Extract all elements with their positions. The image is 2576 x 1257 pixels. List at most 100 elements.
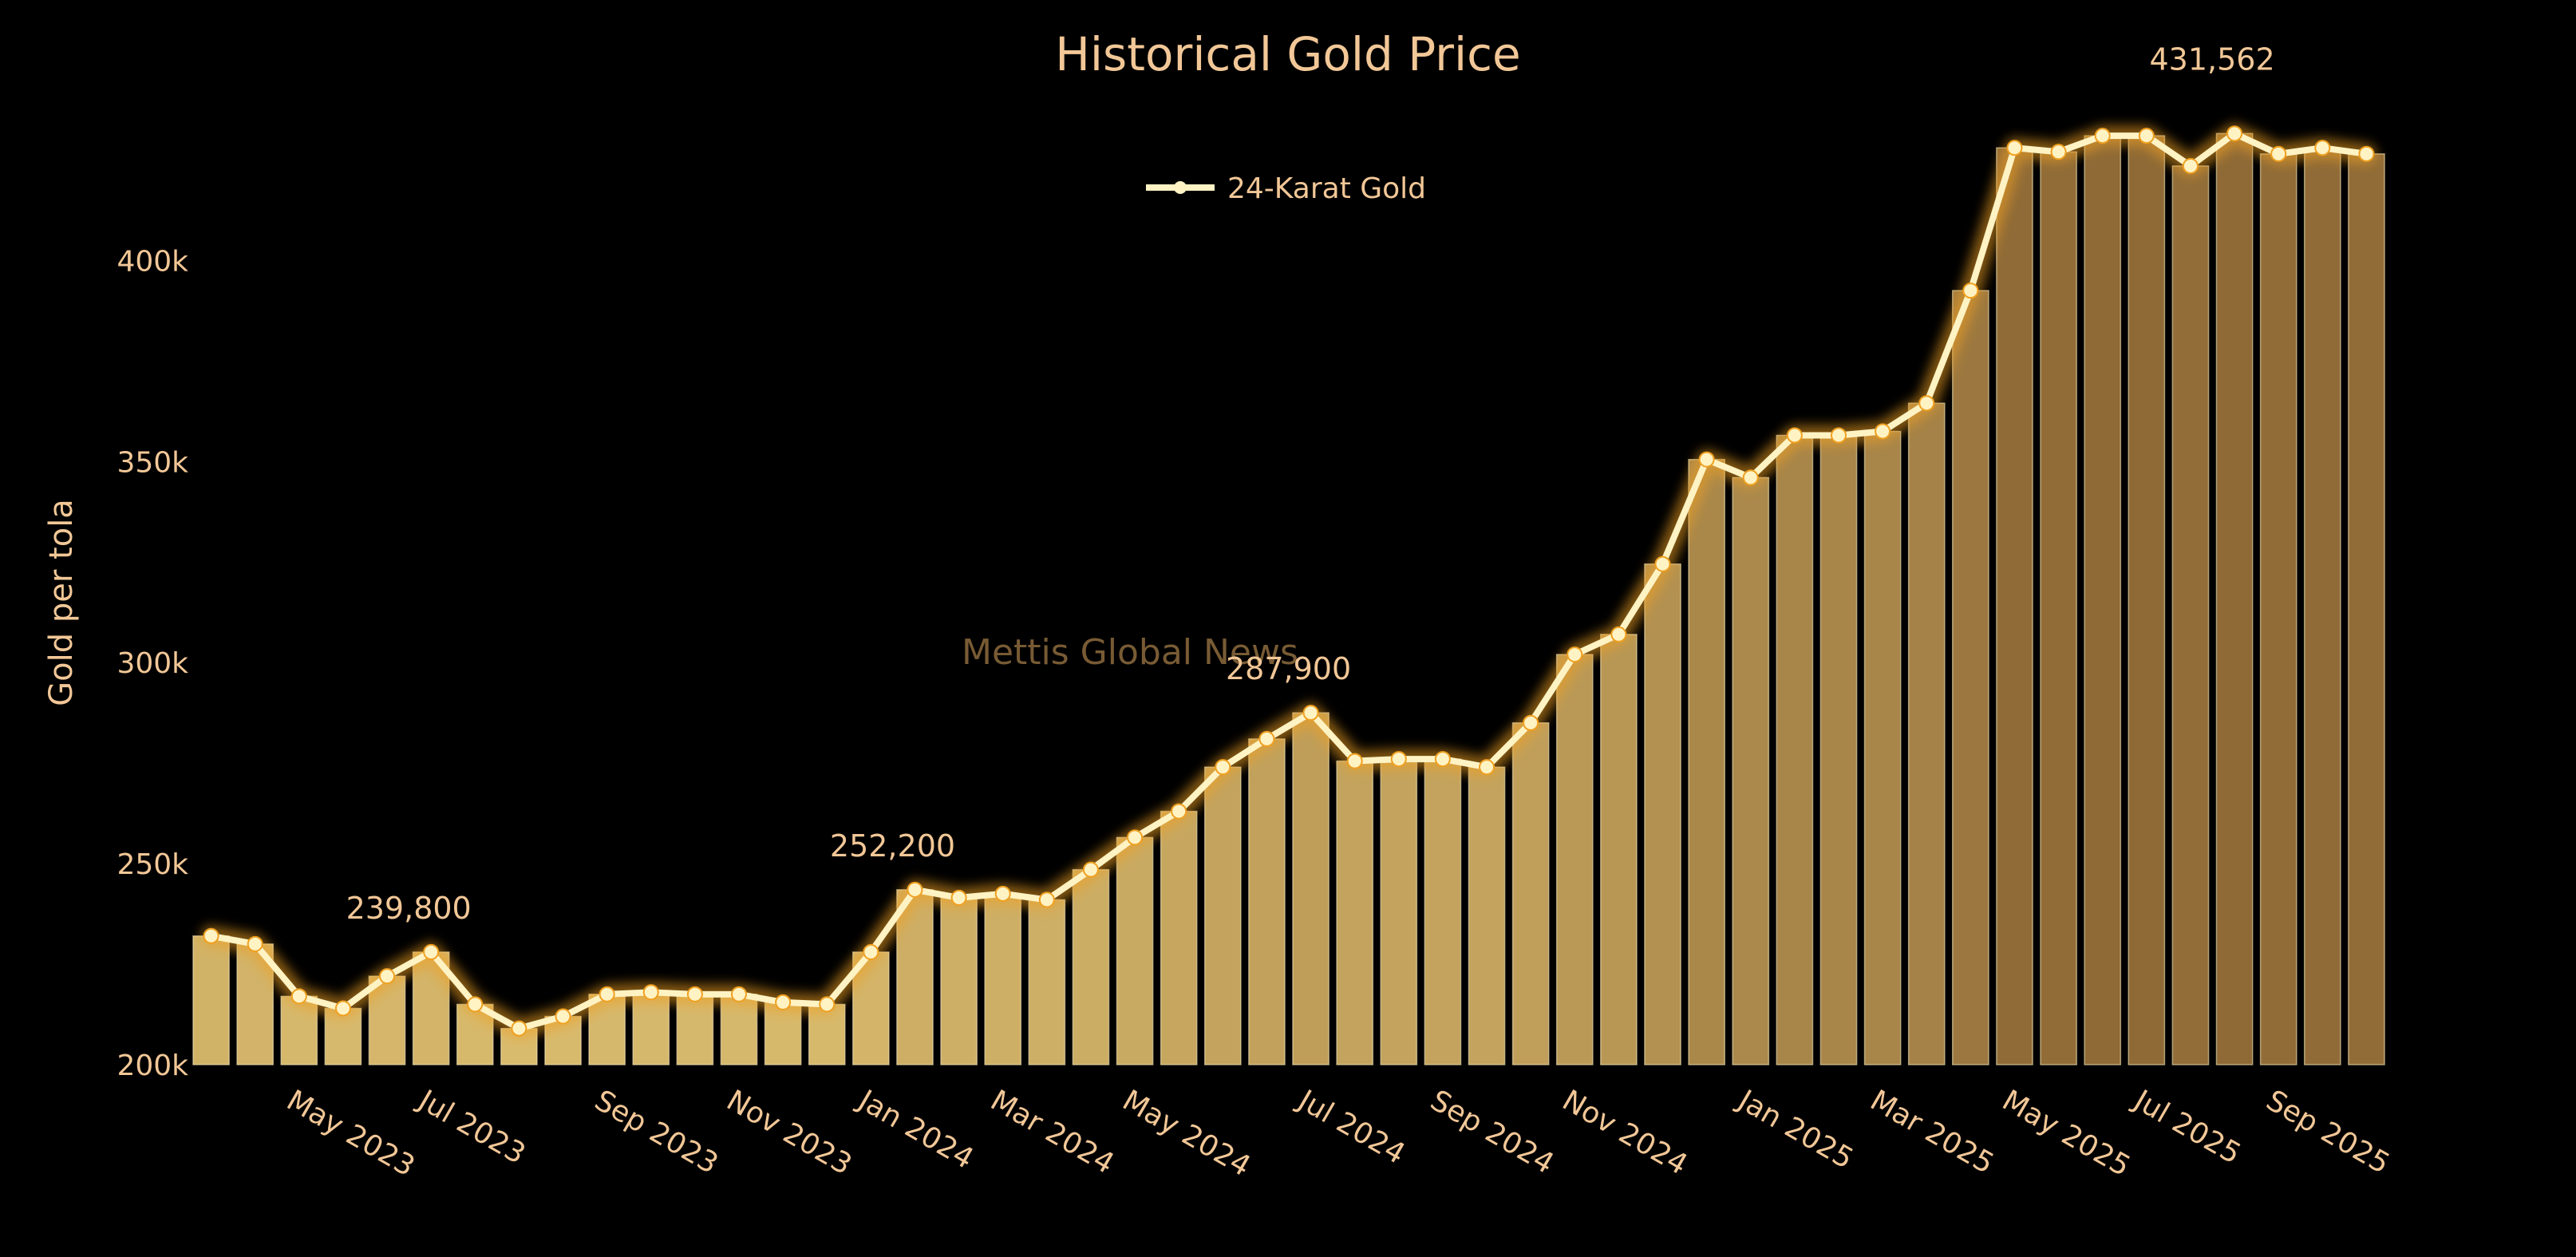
bar-30[interactable] — [1511, 721, 1550, 1065]
bar-29[interactable] — [1468, 766, 1506, 1065]
x-tick-label: Jul 2023 — [412, 1083, 531, 1171]
bar-38[interactable] — [1863, 430, 1902, 1065]
data-point-10[interactable] — [642, 984, 659, 1001]
data-point-42[interactable] — [2050, 144, 2067, 160]
bar-40[interactable] — [1952, 290, 1989, 1065]
bar-18[interactable] — [984, 893, 1022, 1065]
bar-39[interactable] — [1907, 402, 1946, 1065]
bar-36[interactable] — [1776, 434, 1814, 1065]
data-point-1[interactable] — [247, 935, 263, 952]
data-point-0[interactable] — [203, 927, 219, 944]
bar-31[interactable] — [1555, 654, 1594, 1065]
data-point-35[interactable] — [1742, 469, 1759, 486]
data-point-47[interactable] — [2270, 145, 2287, 162]
data-point-24[interactable] — [1258, 730, 1275, 747]
bar-27[interactable] — [1380, 758, 1418, 1065]
bar-4[interactable] — [368, 975, 406, 1065]
data-point-20[interactable] — [1082, 861, 1099, 878]
y-tick-label: 350k — [117, 446, 188, 479]
data-point-36[interactable] — [1786, 427, 1803, 444]
data-point-37[interactable] — [1831, 427, 1847, 444]
data-point-19[interactable] — [1038, 891, 1055, 908]
data-point-17[interactable] — [950, 889, 967, 906]
data-point-33[interactable] — [1654, 555, 1671, 572]
x-tick-label: May 2023 — [281, 1084, 420, 1183]
x-tick-label: May 2024 — [1117, 1084, 1256, 1183]
data-point-44[interactable] — [2138, 128, 2155, 144]
data-point-41[interactable] — [2006, 140, 2023, 156]
data-point-45[interactable] — [2182, 157, 2199, 174]
data-point-26[interactable] — [1346, 753, 1363, 769]
bar-49[interactable] — [2348, 153, 2385, 1065]
data-point-32[interactable] — [1610, 626, 1627, 642]
data-point-8[interactable] — [555, 1008, 571, 1025]
data-point-14[interactable] — [819, 996, 836, 1013]
data-point-28[interactable] — [1434, 751, 1451, 768]
data-point-25[interactable] — [1302, 705, 1319, 721]
data-point-39[interactable] — [1918, 395, 1935, 412]
data-point-30[interactable] — [1523, 714, 1539, 731]
data-point-40[interactable] — [1962, 283, 1979, 299]
data-point-29[interactable] — [1479, 759, 1495, 776]
data-point-9[interactable] — [599, 986, 615, 1002]
data-point-21[interactable] — [1127, 829, 1144, 846]
bar-35[interactable] — [1732, 476, 1770, 1065]
data-point-16[interactable] — [907, 881, 923, 898]
bar-32[interactable] — [1600, 634, 1638, 1065]
bar-0[interactable] — [192, 935, 230, 1065]
bar-44[interactable] — [2128, 135, 2166, 1065]
bar-41[interactable] — [1996, 147, 2033, 1065]
data-point-6[interactable] — [467, 996, 484, 1013]
data-point-38[interactable] — [1875, 423, 1891, 440]
y-axis-label: Gold per tola — [43, 499, 80, 706]
bar-17[interactable] — [940, 897, 978, 1065]
data-point-43[interactable] — [2094, 128, 2111, 144]
bar-23[interactable] — [1203, 766, 1242, 1065]
bar-26[interactable] — [1336, 760, 1374, 1065]
bar-42[interactable] — [2040, 151, 2077, 1065]
bar-45[interactable] — [2171, 165, 2210, 1065]
x-tick-label: Nov 2023 — [721, 1084, 858, 1181]
bar-37[interactable] — [1819, 434, 1858, 1065]
bar-21[interactable] — [1116, 836, 1154, 1065]
y-tick-label: 250k — [117, 848, 188, 881]
bar-48[interactable] — [2303, 147, 2341, 1065]
bar-2[interactable] — [280, 995, 318, 1065]
data-point-13[interactable] — [775, 994, 792, 1010]
data-point-27[interactable] — [1390, 751, 1407, 768]
data-point-5[interactable] — [423, 943, 440, 960]
data-point-23[interactable] — [1215, 759, 1231, 776]
data-point-11[interactable] — [686, 986, 703, 1002]
bar-46[interactable] — [2215, 132, 2254, 1065]
bar-34[interactable] — [1688, 458, 1725, 1065]
data-point-18[interactable] — [994, 885, 1011, 902]
bar-20[interactable] — [1072, 868, 1110, 1065]
bar-22[interactable] — [1160, 810, 1198, 1065]
data-point-48[interactable] — [2314, 140, 2331, 156]
bar-24[interactable] — [1248, 738, 1286, 1065]
bar-28[interactable] — [1424, 758, 1462, 1065]
data-point-7[interactable] — [511, 1020, 527, 1037]
bar-33[interactable] — [1644, 563, 1681, 1065]
data-point-4[interactable] — [379, 968, 396, 985]
data-point-15[interactable] — [863, 943, 879, 960]
x-tick-label: Jan 2024 — [851, 1083, 979, 1176]
data-point-49[interactable] — [2358, 145, 2375, 162]
x-tick-label: Mar 2024 — [985, 1084, 1120, 1180]
data-point-34[interactable] — [1698, 451, 1715, 468]
data-point-31[interactable] — [1567, 646, 1583, 663]
chart-legend[interactable]: 24-Karat Gold — [1146, 172, 1426, 205]
annotation-label: 239,800 — [346, 891, 472, 926]
data-point-3[interactable] — [334, 1000, 351, 1017]
data-point-22[interactable] — [1171, 803, 1187, 820]
data-point-2[interactable] — [290, 988, 307, 1005]
bar-11[interactable] — [676, 994, 714, 1065]
chart-title: Historical Gold Price — [1055, 27, 1520, 81]
bar-25[interactable] — [1292, 712, 1329, 1065]
data-point-46[interactable] — [2226, 125, 2243, 142]
data-point-12[interactable] — [731, 986, 747, 1002]
bar-47[interactable] — [2259, 153, 2297, 1065]
bar-43[interactable] — [2084, 135, 2122, 1065]
bar-19[interactable] — [1028, 899, 1066, 1065]
